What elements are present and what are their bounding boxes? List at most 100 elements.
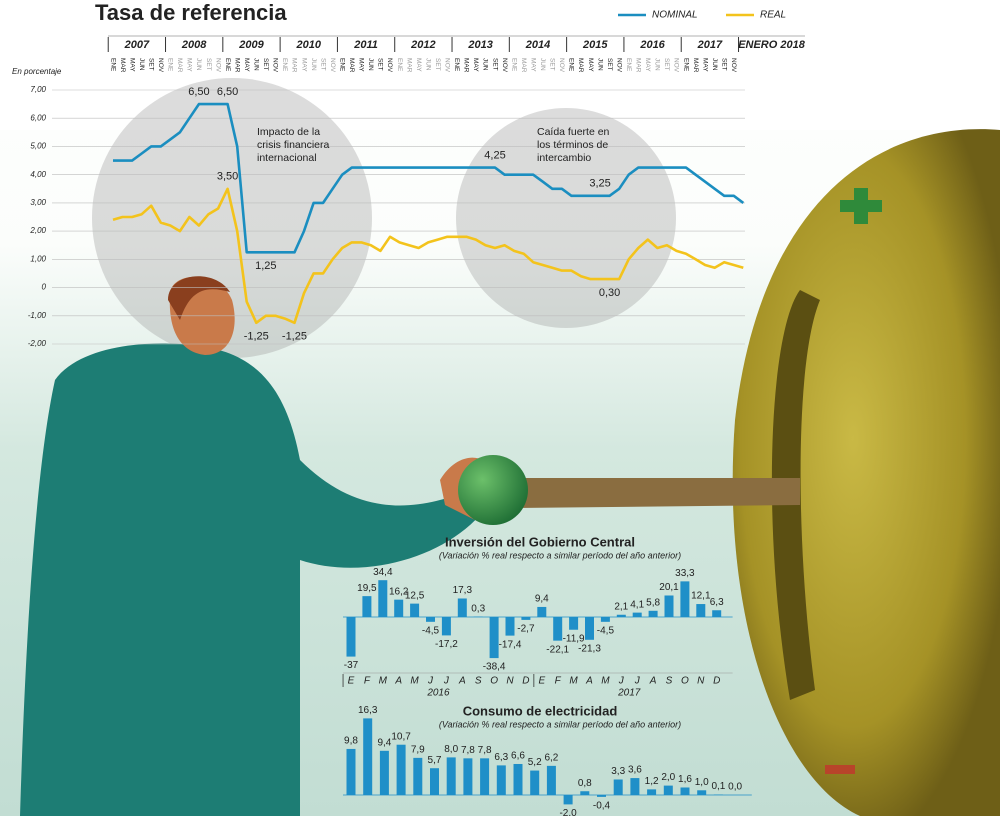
bar bbox=[563, 795, 573, 805]
x-tick-label: D bbox=[713, 676, 720, 687]
x-tick-label: ENE bbox=[568, 58, 575, 72]
legend-label: REAL bbox=[760, 10, 786, 21]
x-tick-label: ENE bbox=[167, 58, 174, 72]
x-tick-label: MAY bbox=[701, 58, 708, 72]
bar bbox=[580, 791, 590, 795]
data-label: 10,7 bbox=[391, 731, 411, 742]
data-label: -1,25 bbox=[282, 331, 307, 343]
year-label: 2017 bbox=[617, 688, 641, 699]
x-tick-label: M bbox=[410, 676, 419, 687]
bar bbox=[616, 614, 626, 617]
x-tick-label: MAR bbox=[405, 58, 412, 73]
bar bbox=[613, 779, 623, 795]
x-tick-label: MAR bbox=[635, 58, 642, 73]
x-tick-label: A bbox=[394, 676, 402, 687]
x-tick-label: J bbox=[634, 676, 641, 687]
bar bbox=[569, 617, 579, 630]
x-tick-label: MAR bbox=[348, 58, 355, 73]
data-label: 0,8 bbox=[578, 778, 592, 789]
data-label: 2,0 bbox=[661, 772, 675, 783]
chart-title: Tasa de referencia bbox=[95, 0, 287, 25]
data-label: -21,3 bbox=[578, 643, 601, 654]
highlight-circle bbox=[92, 78, 372, 358]
y-tick-label: 7,00 bbox=[30, 85, 46, 94]
data-label: 8,0 bbox=[444, 744, 458, 755]
x-tick-label: MAY bbox=[644, 58, 651, 72]
x-tick-label: JUN bbox=[539, 58, 546, 71]
bar bbox=[680, 787, 690, 795]
bar bbox=[521, 617, 531, 620]
x-tick-label: O bbox=[681, 676, 689, 687]
bar bbox=[600, 617, 610, 622]
x-tick-label: ENE bbox=[510, 58, 517, 72]
x-tick-label: ENE bbox=[224, 58, 231, 72]
x-tick-label: NOV bbox=[673, 58, 680, 73]
x-tick-label: MAR bbox=[119, 58, 126, 73]
data-label: -17,2 bbox=[435, 639, 458, 650]
x-tick-label: MAY bbox=[300, 58, 307, 72]
x-tick-label: E bbox=[538, 676, 545, 687]
x-tick-label: JUN bbox=[195, 58, 202, 71]
chart-title: Inversión del Gobierno Central bbox=[445, 534, 635, 549]
year-label: 2016 bbox=[639, 39, 665, 51]
data-label: -11,9 bbox=[563, 633, 585, 644]
chart-title: Consumo de electricidad bbox=[463, 703, 618, 718]
x-tick-label: SET bbox=[205, 58, 212, 71]
bar bbox=[697, 790, 707, 795]
x-tick-label: M bbox=[379, 676, 388, 687]
year-label: 2007 bbox=[124, 39, 150, 51]
data-label: 1,6 bbox=[678, 774, 692, 785]
x-tick-label: ENE bbox=[109, 58, 116, 72]
x-tick-label: MAR bbox=[291, 58, 298, 73]
bar bbox=[441, 617, 451, 636]
chart-subtitle: (Variación % real respecto a similar per… bbox=[439, 719, 681, 729]
x-tick-label: SET bbox=[606, 58, 613, 71]
bar bbox=[546, 765, 556, 795]
bar bbox=[489, 617, 499, 659]
year-label: 2015 bbox=[582, 39, 608, 51]
x-tick-label: ENE bbox=[338, 58, 345, 72]
data-label: 6,3 bbox=[494, 752, 508, 763]
x-tick-label: A bbox=[585, 676, 593, 687]
y-tick-label: 6,00 bbox=[30, 113, 46, 122]
bar bbox=[379, 750, 389, 795]
data-label: 9,8 bbox=[344, 736, 358, 747]
data-label: -4,5 bbox=[597, 625, 615, 636]
bar bbox=[597, 795, 606, 797]
x-tick-label: MAY bbox=[358, 58, 365, 72]
x-tick-label: N bbox=[697, 676, 705, 687]
bar bbox=[457, 598, 467, 617]
x-tick-label: S bbox=[475, 676, 482, 687]
x-tick-label: NOV bbox=[157, 58, 164, 73]
annotation: Impacto de la bbox=[257, 126, 320, 138]
x-tick-label: NOV bbox=[214, 58, 221, 73]
x-tick-label: NOV bbox=[386, 58, 393, 73]
data-label: 6,3 bbox=[710, 597, 724, 608]
bar bbox=[696, 604, 706, 617]
bar bbox=[362, 596, 372, 617]
x-tick-label: NOV bbox=[501, 58, 508, 73]
x-tick-label: SET bbox=[377, 58, 384, 71]
x-tick-label: NOV bbox=[329, 58, 336, 73]
data-label: -4,5 bbox=[422, 625, 440, 636]
x-tick-label: SET bbox=[663, 58, 670, 71]
x-tick-label: MAY bbox=[529, 58, 536, 72]
legend-label: NOMINAL bbox=[652, 10, 698, 21]
x-tick-label: JUN bbox=[310, 58, 317, 71]
bar bbox=[346, 748, 356, 795]
x-tick-label: SET bbox=[262, 58, 269, 71]
year-label: 2008 bbox=[181, 39, 207, 51]
x-tick-label: ENE bbox=[625, 58, 632, 72]
data-label: 12,5 bbox=[405, 590, 425, 601]
x-tick-label: NOV bbox=[730, 58, 737, 73]
x-tick-label: SET bbox=[434, 58, 441, 71]
bar bbox=[648, 610, 658, 617]
bar bbox=[426, 617, 435, 622]
data-label: 6,2 bbox=[544, 753, 558, 764]
data-label: 5,2 bbox=[528, 757, 542, 768]
x-tick-label: M bbox=[569, 676, 578, 687]
x-tick-label: MAY bbox=[587, 58, 594, 72]
bar bbox=[430, 768, 439, 795]
y-axis-label: En porcentaje bbox=[12, 67, 62, 76]
